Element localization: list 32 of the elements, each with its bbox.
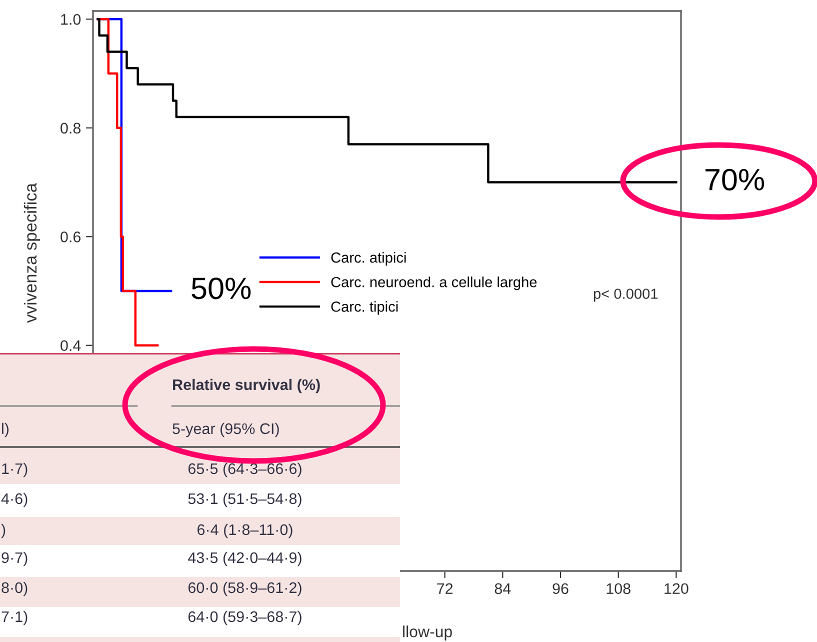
annotation: 6·4 (1·8–11·0) (198, 524, 292, 538)
x-axis-title: llow-up (403, 626, 452, 640)
annotation: 50% (192, 278, 251, 300)
x-tick-label: 84 (494, 583, 511, 594)
legend-label: Carc. tipici (331, 301, 398, 315)
legend-label: Carc. atipici (331, 252, 406, 266)
annotation: Relative survival (%) (173, 378, 320, 394)
text: 60·0 (58·9–61·2) (188, 582, 302, 596)
text: 64·0 (59·3–68·7) (188, 610, 302, 626)
annotation: 5-year (95% CI) (172, 422, 279, 438)
y-tick-label: 1.0 (61, 14, 81, 25)
legend-label: Carc. neuroend. a cellule larghe (331, 276, 537, 290)
text: 1·7) (2, 462, 28, 478)
x-tick-label: 120 (664, 583, 688, 594)
y-axis-title: vvivenza specifica (24, 182, 40, 323)
y-tick-label: 0.6 (60, 232, 81, 242)
x-tick-label: 72 (437, 583, 453, 594)
annotation: 43·5 (42·0–44·9) (188, 552, 302, 566)
text: 7·1) (2, 610, 28, 626)
text: 4·6) (1, 492, 28, 508)
text: 9·7) (2, 552, 28, 566)
text: l) (2, 422, 9, 438)
annotation: 70% (706, 168, 764, 190)
x-tick-label: 108 (606, 583, 630, 594)
annotation: 65·5 (64·3–66·6) (188, 462, 302, 478)
annotation: 53·1 (51·5–54·8) (188, 492, 302, 508)
y-tick-label: 0.4 (60, 340, 81, 352)
y-tick-label: 0.8 (60, 122, 81, 134)
text: 8·0) (2, 582, 28, 596)
x-tick-label: 96 (552, 583, 568, 594)
annotation: p< 0.0001 (594, 288, 658, 302)
text: ) (1, 524, 6, 538)
